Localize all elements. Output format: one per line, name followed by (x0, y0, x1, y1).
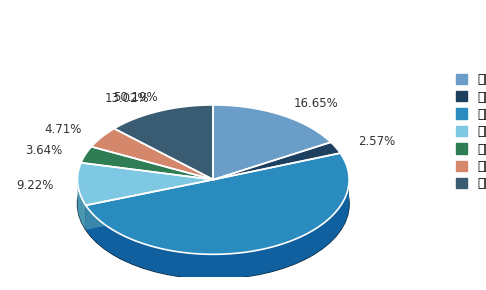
Text: 3.64%: 3.64% (25, 144, 62, 157)
Polygon shape (213, 142, 340, 180)
Text: 9.22%: 9.22% (16, 179, 53, 192)
Polygon shape (86, 180, 213, 230)
Polygon shape (91, 128, 213, 180)
Polygon shape (77, 177, 86, 230)
Polygon shape (86, 180, 213, 230)
Polygon shape (86, 153, 349, 254)
Legend: 华北, 东北, 华东, 华中, 华南, 西南, 西北: 华北, 东北, 华东, 华中, 华南, 西南, 西北 (451, 68, 486, 195)
Polygon shape (81, 147, 213, 180)
Polygon shape (114, 105, 213, 180)
Ellipse shape (77, 129, 349, 279)
Text: 13.02%: 13.02% (105, 92, 150, 105)
Text: 16.65%: 16.65% (294, 97, 338, 110)
Text: 2.57%: 2.57% (358, 135, 395, 148)
Text: 50.19%: 50.19% (113, 90, 157, 104)
Polygon shape (213, 105, 331, 180)
Text: 4.71%: 4.71% (44, 123, 82, 136)
Polygon shape (77, 163, 213, 205)
Polygon shape (86, 176, 349, 279)
